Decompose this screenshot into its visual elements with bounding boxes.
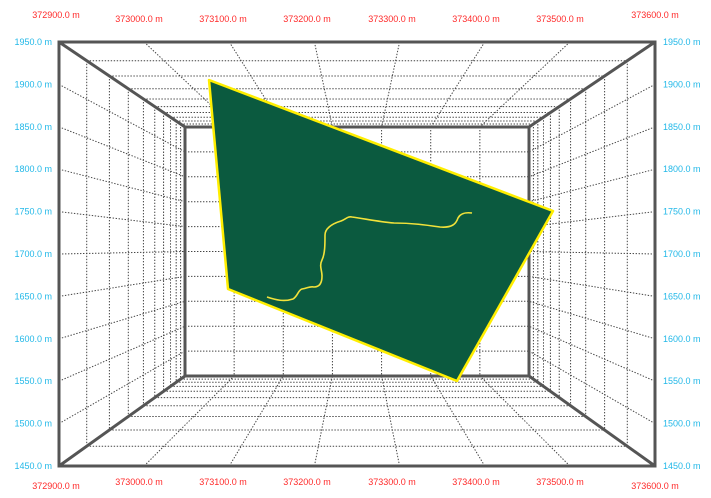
grid-line: [528, 251, 656, 255]
grid-line: [58, 83, 186, 153]
axis-tick-label: 1550.0 m: [14, 376, 52, 386]
axis-tick-label: 373200.0 m: [283, 14, 331, 24]
axis-tick-label: 1950.0 m: [14, 37, 52, 47]
axis-tick-label: 373200.0 m: [283, 477, 331, 487]
axis-tick-label: 1800.0 m: [663, 164, 701, 174]
axis-tick-label: 1500.0 m: [14, 419, 52, 429]
axis-tick-label: 373400.0 m: [452, 477, 500, 487]
axis-tick-label: 373500.0 m: [536, 14, 584, 24]
axis-tick-label: 1750.0 m: [663, 207, 701, 217]
axis-tick-label: 372900.0 m: [32, 10, 80, 20]
grid-line: [528, 350, 656, 425]
grid-line: [58, 251, 186, 255]
fault-surface-polygon[interactable]: [207, 78, 555, 383]
axis-tick-label: 1950.0 m: [663, 37, 701, 47]
axis-tick-label: 1850.0 m: [663, 122, 701, 132]
grid-line: [58, 126, 186, 178]
axis-tick-label: 373600.0 m: [631, 481, 679, 491]
axis-tick-label: 1650.0 m: [663, 291, 701, 301]
grid-line: [58, 211, 186, 228]
axis-tick-label: 373500.0 m: [536, 477, 584, 487]
axis-labels: 372900.0 m 372900.0 m 373000.0 m 373000.0 m…: [14, 10, 700, 491]
axis-tick-label: 1900.0 m: [14, 79, 52, 89]
side-walls-grid: [58, 41, 656, 467]
axis-tick-label: 372900.0 m: [32, 481, 80, 491]
grid-line: [58, 168, 186, 203]
axis-tick-label: 1600.0 m: [14, 334, 52, 344]
axis-tick-label: 1700.0 m: [14, 249, 52, 259]
grid-line: [528, 325, 656, 382]
grid-line: [58, 325, 186, 382]
axis-tick-label: 1450.0 m: [14, 461, 52, 471]
grid-line: [479, 375, 571, 467]
axis-tick-label: 373100.0 m: [199, 477, 247, 487]
grid-line: [228, 375, 284, 467]
grid-line: [430, 41, 486, 128]
grid-line: [58, 300, 186, 340]
grid-line: [528, 300, 656, 340]
axis-tick-label: 373000.0 m: [115, 477, 163, 487]
axis-tick-label: 1850.0 m: [14, 122, 52, 132]
axis-tick-label: 373600.0 m: [631, 10, 679, 20]
grid-line: [430, 375, 486, 467]
grid-line: [58, 350, 186, 425]
trace-line[interactable]: [266, 211, 473, 302]
frame-diagonals: [58, 40, 656, 468]
axis-tick-label: 1650.0 m: [14, 291, 52, 301]
grid-line: [528, 168, 656, 203]
axis-tick-label: 1800.0 m: [14, 164, 52, 174]
grid-line: [143, 375, 235, 467]
axis-tick-label: 373400.0 m: [452, 14, 500, 24]
axis-tick-label: 373300.0 m: [368, 477, 416, 487]
axis-tick-label: 1600.0 m: [663, 334, 701, 344]
grid-line: [381, 41, 401, 128]
axis-tick-label: 1750.0 m: [14, 207, 52, 217]
grid-line: [528, 275, 656, 297]
axis-tick-label: 1500.0 m: [663, 419, 701, 429]
grid-line: [313, 41, 333, 128]
outer-frame: [57, 40, 657, 468]
grid-line: [381, 375, 401, 467]
grid-line: [58, 275, 186, 297]
axis-tick-label: 373300.0 m: [368, 14, 416, 24]
axis-tick-label: 1700.0 m: [663, 249, 701, 259]
grid-line: [528, 83, 656, 153]
axis-tick-label: 373000.0 m: [115, 14, 163, 24]
axis-tick-label: 1900.0 m: [663, 79, 701, 89]
axis-tick-label: 1550.0 m: [663, 376, 701, 386]
grid-line: [313, 375, 333, 467]
grid-line: [528, 126, 656, 178]
axis-tick-label: 1450.0 m: [663, 461, 701, 471]
axis-tick-label: 373100.0 m: [199, 14, 247, 24]
grid-line: [479, 41, 571, 128]
